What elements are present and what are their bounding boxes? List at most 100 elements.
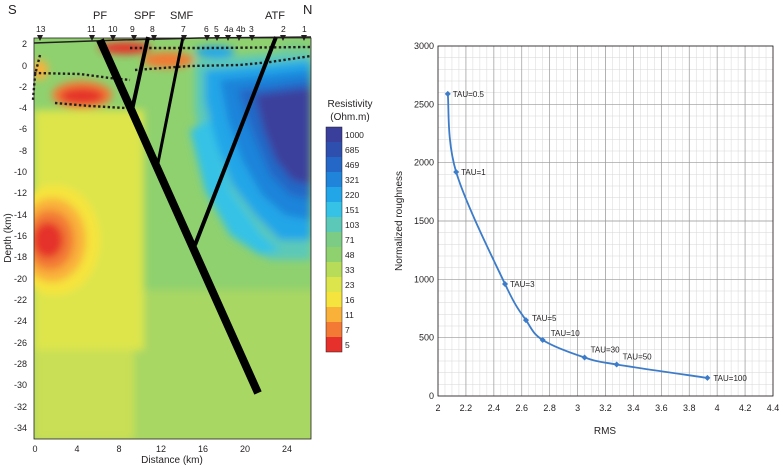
svg-text:-22: -22 [14, 295, 27, 305]
y-tick-label: 3000 [414, 41, 434, 51]
svg-text:-14: -14 [14, 210, 27, 220]
station-label: 13 [36, 24, 46, 34]
station-marker [280, 35, 286, 41]
x-tick-label: 4.4 [767, 403, 780, 413]
point-label: TAU=3 [510, 280, 535, 289]
svg-text:-24: -24 [14, 316, 27, 326]
x-axis-label: Distance (km) [141, 455, 203, 466]
resistivity-section: S N PF SPF SMF ATF 13 11 10 9 8 7 6 5 4a… [3, 2, 312, 466]
chart-x-ticks: 2 2.2 2.4 2.6 2.8 3 3.2 3.4 3.6 3.8 4 4.2 4.4 [435, 403, 779, 413]
svg-text:16: 16 [345, 295, 355, 305]
svg-text:-20: -20 [14, 274, 27, 284]
station-marker [204, 35, 210, 41]
x-axis-ticks: 0 4 8 12 16 20 24 [32, 444, 292, 454]
station-marker [249, 35, 255, 41]
fault-traces [96, 36, 278, 395]
y-axis-label: Depth (km) [3, 213, 14, 262]
north-label: N [303, 2, 312, 17]
series-point [581, 354, 588, 361]
x-tick-label: 2.8 [543, 403, 556, 413]
svg-text:220: 220 [345, 190, 359, 200]
svg-text:-18: -18 [14, 252, 27, 262]
fault-pf [96, 38, 262, 395]
station-marker [131, 35, 137, 41]
svg-text:8: 8 [116, 444, 121, 454]
fault-label-spf: SPF [134, 10, 156, 22]
legend-swatch [326, 232, 342, 247]
chart-frame [437, 45, 774, 397]
point-label: TAU=1 [461, 168, 486, 177]
series-point [502, 281, 508, 287]
svg-text:1000: 1000 [345, 130, 364, 140]
legend-swatch [326, 127, 342, 142]
svg-text:321: 321 [345, 175, 359, 185]
series-points: TAU=0.5 TAU=1 TAU=3 TAU=5 TAU=10 TAU=30TAU=50… [444, 90, 747, 383]
station-label: 4a [224, 24, 234, 34]
station-label: 6 [204, 24, 209, 34]
legend-swatch [326, 277, 342, 292]
series-point [444, 90, 451, 97]
svg-text:-28: -28 [14, 359, 27, 369]
legend-swatch [326, 292, 342, 307]
station-marker [225, 35, 231, 41]
x-tick-label: 2.2 [460, 403, 473, 413]
x-tick-label: 3.2 [599, 403, 612, 413]
l-curve-chart: 2 2.2 2.4 2.6 2.8 3 3.2 3.4 3.6 3.8 4 4.2 4.4 0 500 10… [394, 41, 779, 437]
fault-atf [193, 36, 278, 246]
series-point [539, 337, 546, 343]
fault-label-pf: PF [93, 10, 107, 22]
station-marker [37, 35, 43, 41]
svg-text:-16: -16 [14, 231, 27, 241]
y-axis-ticks: 2 0 -2 -4 -6 -8 -10 -12 -14 -16 -18 -20 … [14, 39, 27, 433]
topography-line [33, 36, 312, 44]
legend-swatch [326, 217, 342, 232]
y-tick-label: 2000 [414, 158, 434, 168]
svg-text:2: 2 [22, 39, 27, 49]
legend-swatch [326, 247, 342, 262]
station-marker [301, 35, 307, 41]
station-marker [89, 35, 95, 41]
station-label: 4b [236, 24, 246, 34]
svg-text:-30: -30 [14, 380, 27, 390]
resistivity-model [34, 38, 311, 439]
svg-text:4: 4 [74, 444, 79, 454]
x-tick-label: 3.4 [627, 403, 640, 413]
y-tick-label: 500 [419, 333, 434, 343]
svg-text:24: 24 [282, 444, 292, 454]
fault-smf [156, 36, 185, 164]
station-marker [236, 35, 242, 41]
point-label: TAU=50 [623, 353, 653, 362]
x-tick-label: 3 [575, 403, 580, 413]
svg-text:7: 7 [345, 325, 350, 335]
x-tick-label: 4.2 [739, 403, 752, 413]
legend-swatch [326, 157, 342, 172]
dotted-horizons [31, 45, 312, 110]
station-label: 1 [302, 24, 307, 34]
svg-text:-12: -12 [14, 188, 27, 198]
x-tick-label: 3.6 [655, 403, 668, 413]
station-label: 2 [281, 24, 286, 34]
south-label: S [8, 2, 17, 17]
y-tick-label: 1500 [414, 216, 434, 226]
resistivity-legend: Resistivity (Ohm.m) 1000 685 469 321 220… [325, 99, 373, 353]
station-label: 11 [87, 24, 96, 34]
svg-text:11: 11 [345, 310, 354, 320]
legend-swatch [326, 172, 342, 187]
svg-text:-2: -2 [19, 82, 27, 92]
series-point [453, 169, 460, 175]
svg-text:685: 685 [345, 145, 359, 155]
legend-swatch [326, 202, 342, 217]
series-point [704, 374, 711, 381]
series-point [613, 361, 620, 368]
svg-text:-8: -8 [19, 146, 27, 156]
x-tick-label: 2.6 [515, 403, 528, 413]
point-label: TAU=0.5 [453, 90, 485, 99]
station-label: 8 [150, 24, 155, 34]
x-tick-label: 2 [435, 403, 440, 413]
svg-text:16: 16 [198, 444, 208, 454]
station-markers [37, 35, 307, 41]
svg-text:-4: -4 [19, 103, 27, 113]
svg-text:12: 12 [156, 444, 166, 454]
svg-text:-32: -32 [14, 402, 27, 412]
svg-text:0: 0 [22, 61, 27, 71]
